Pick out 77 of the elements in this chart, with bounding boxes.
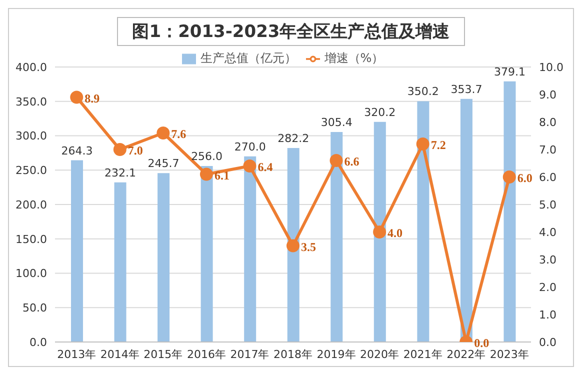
y2-tick-label: 1.0: [539, 308, 556, 322]
y2-tick-label: 9.0: [539, 88, 556, 102]
bar: [71, 160, 83, 342]
data-label: 7.6: [171, 127, 186, 141]
bar: [200, 166, 213, 342]
data-label: 6.0: [517, 171, 532, 185]
point: [502, 170, 516, 184]
data-label: 256.0: [191, 150, 223, 163]
point: [286, 239, 300, 252]
y2-tick-label: 8.0: [539, 116, 556, 129]
y2-tick-label: 6.0: [539, 170, 556, 184]
x-tick-label: 2015年: [144, 348, 183, 361]
y-tick-label: 350.0: [16, 95, 47, 108]
y-tick-label: 0.0: [30, 336, 47, 349]
point: [373, 226, 386, 238]
data-label: 320.2: [364, 106, 396, 119]
x-tick-label: 2023年: [490, 348, 529, 361]
legend-label: 增速（%）: [324, 51, 384, 65]
bar: [114, 182, 126, 342]
data-label: 264.3: [61, 144, 93, 158]
data-label: 353.7: [450, 82, 482, 96]
y2-tick-label: 5.0: [539, 198, 556, 212]
y2-tick-label: 2.0: [539, 280, 556, 294]
data-label: 3.5: [301, 240, 316, 254]
bar: [417, 101, 430, 342]
bar: [330, 132, 343, 342]
point: [70, 90, 84, 104]
bar: [374, 122, 386, 342]
y-tick-label: 150.0: [16, 232, 47, 246]
y-tick-label: 200.0: [16, 198, 47, 212]
y2-tick-label: 3.0: [539, 253, 556, 266]
y-tick-label: 400.0: [16, 60, 47, 74]
x-tick-label: 2013年: [57, 348, 96, 361]
data-label: 0.0: [474, 336, 490, 350]
y2-tick-label: 4.0: [539, 226, 556, 239]
data-label: 350.2: [407, 85, 439, 98]
chart-title: 图1：2013-2023年全区生产总值及增速: [117, 17, 465, 46]
data-label: 232.1: [104, 166, 136, 180]
x-tick-label: 2020年: [360, 348, 400, 361]
data-label: 4.0: [388, 226, 403, 240]
data-label: 270.0: [234, 140, 266, 154]
bar: [244, 156, 256, 342]
x-tick-label: 2018年: [274, 348, 312, 361]
y-tick-label: 100.0: [16, 267, 47, 280]
bar: [504, 81, 516, 342]
data-label: 305.4: [320, 116, 352, 130]
y2-tick-label: 7.0: [539, 143, 556, 156]
data-label: 6.6: [344, 154, 360, 168]
data-label: 8.9: [84, 91, 100, 106]
data-label: 7.2: [430, 138, 446, 152]
data-label: 6.1: [214, 168, 230, 182]
x-tick-label: 2014年: [100, 348, 140, 361]
legend-label: 生产总值（亿元）: [200, 51, 296, 65]
point: [113, 143, 126, 156]
y-tick-label: 250.0: [16, 164, 47, 178]
bar: [460, 98, 472, 342]
y2-tick-label: 0.0: [539, 336, 556, 349]
point: [243, 160, 256, 172]
data-label: 245.7: [148, 157, 180, 170]
data-label: 379.1: [494, 65, 526, 78]
point: [416, 138, 430, 150]
x-tick-label: 2019年: [316, 348, 356, 361]
point: [156, 126, 170, 140]
point: [200, 168, 213, 181]
x-tick-label: 2022年: [446, 348, 486, 361]
data-label: 7.0: [128, 144, 143, 158]
x-tick-label: 2021年: [403, 348, 442, 361]
x-tick-label: 2016年: [186, 348, 226, 361]
y2-tick-label: 10.0: [539, 60, 564, 74]
bar: [287, 148, 300, 342]
data-label: 6.4: [258, 160, 273, 174]
bar: [158, 173, 170, 342]
y-tick-label: 300.0: [16, 130, 47, 143]
point: [330, 154, 343, 167]
x-tick-label: 2017年: [230, 348, 270, 361]
y-tick-label: 50.0: [22, 302, 47, 315]
data-label: 282.2: [278, 132, 310, 145]
